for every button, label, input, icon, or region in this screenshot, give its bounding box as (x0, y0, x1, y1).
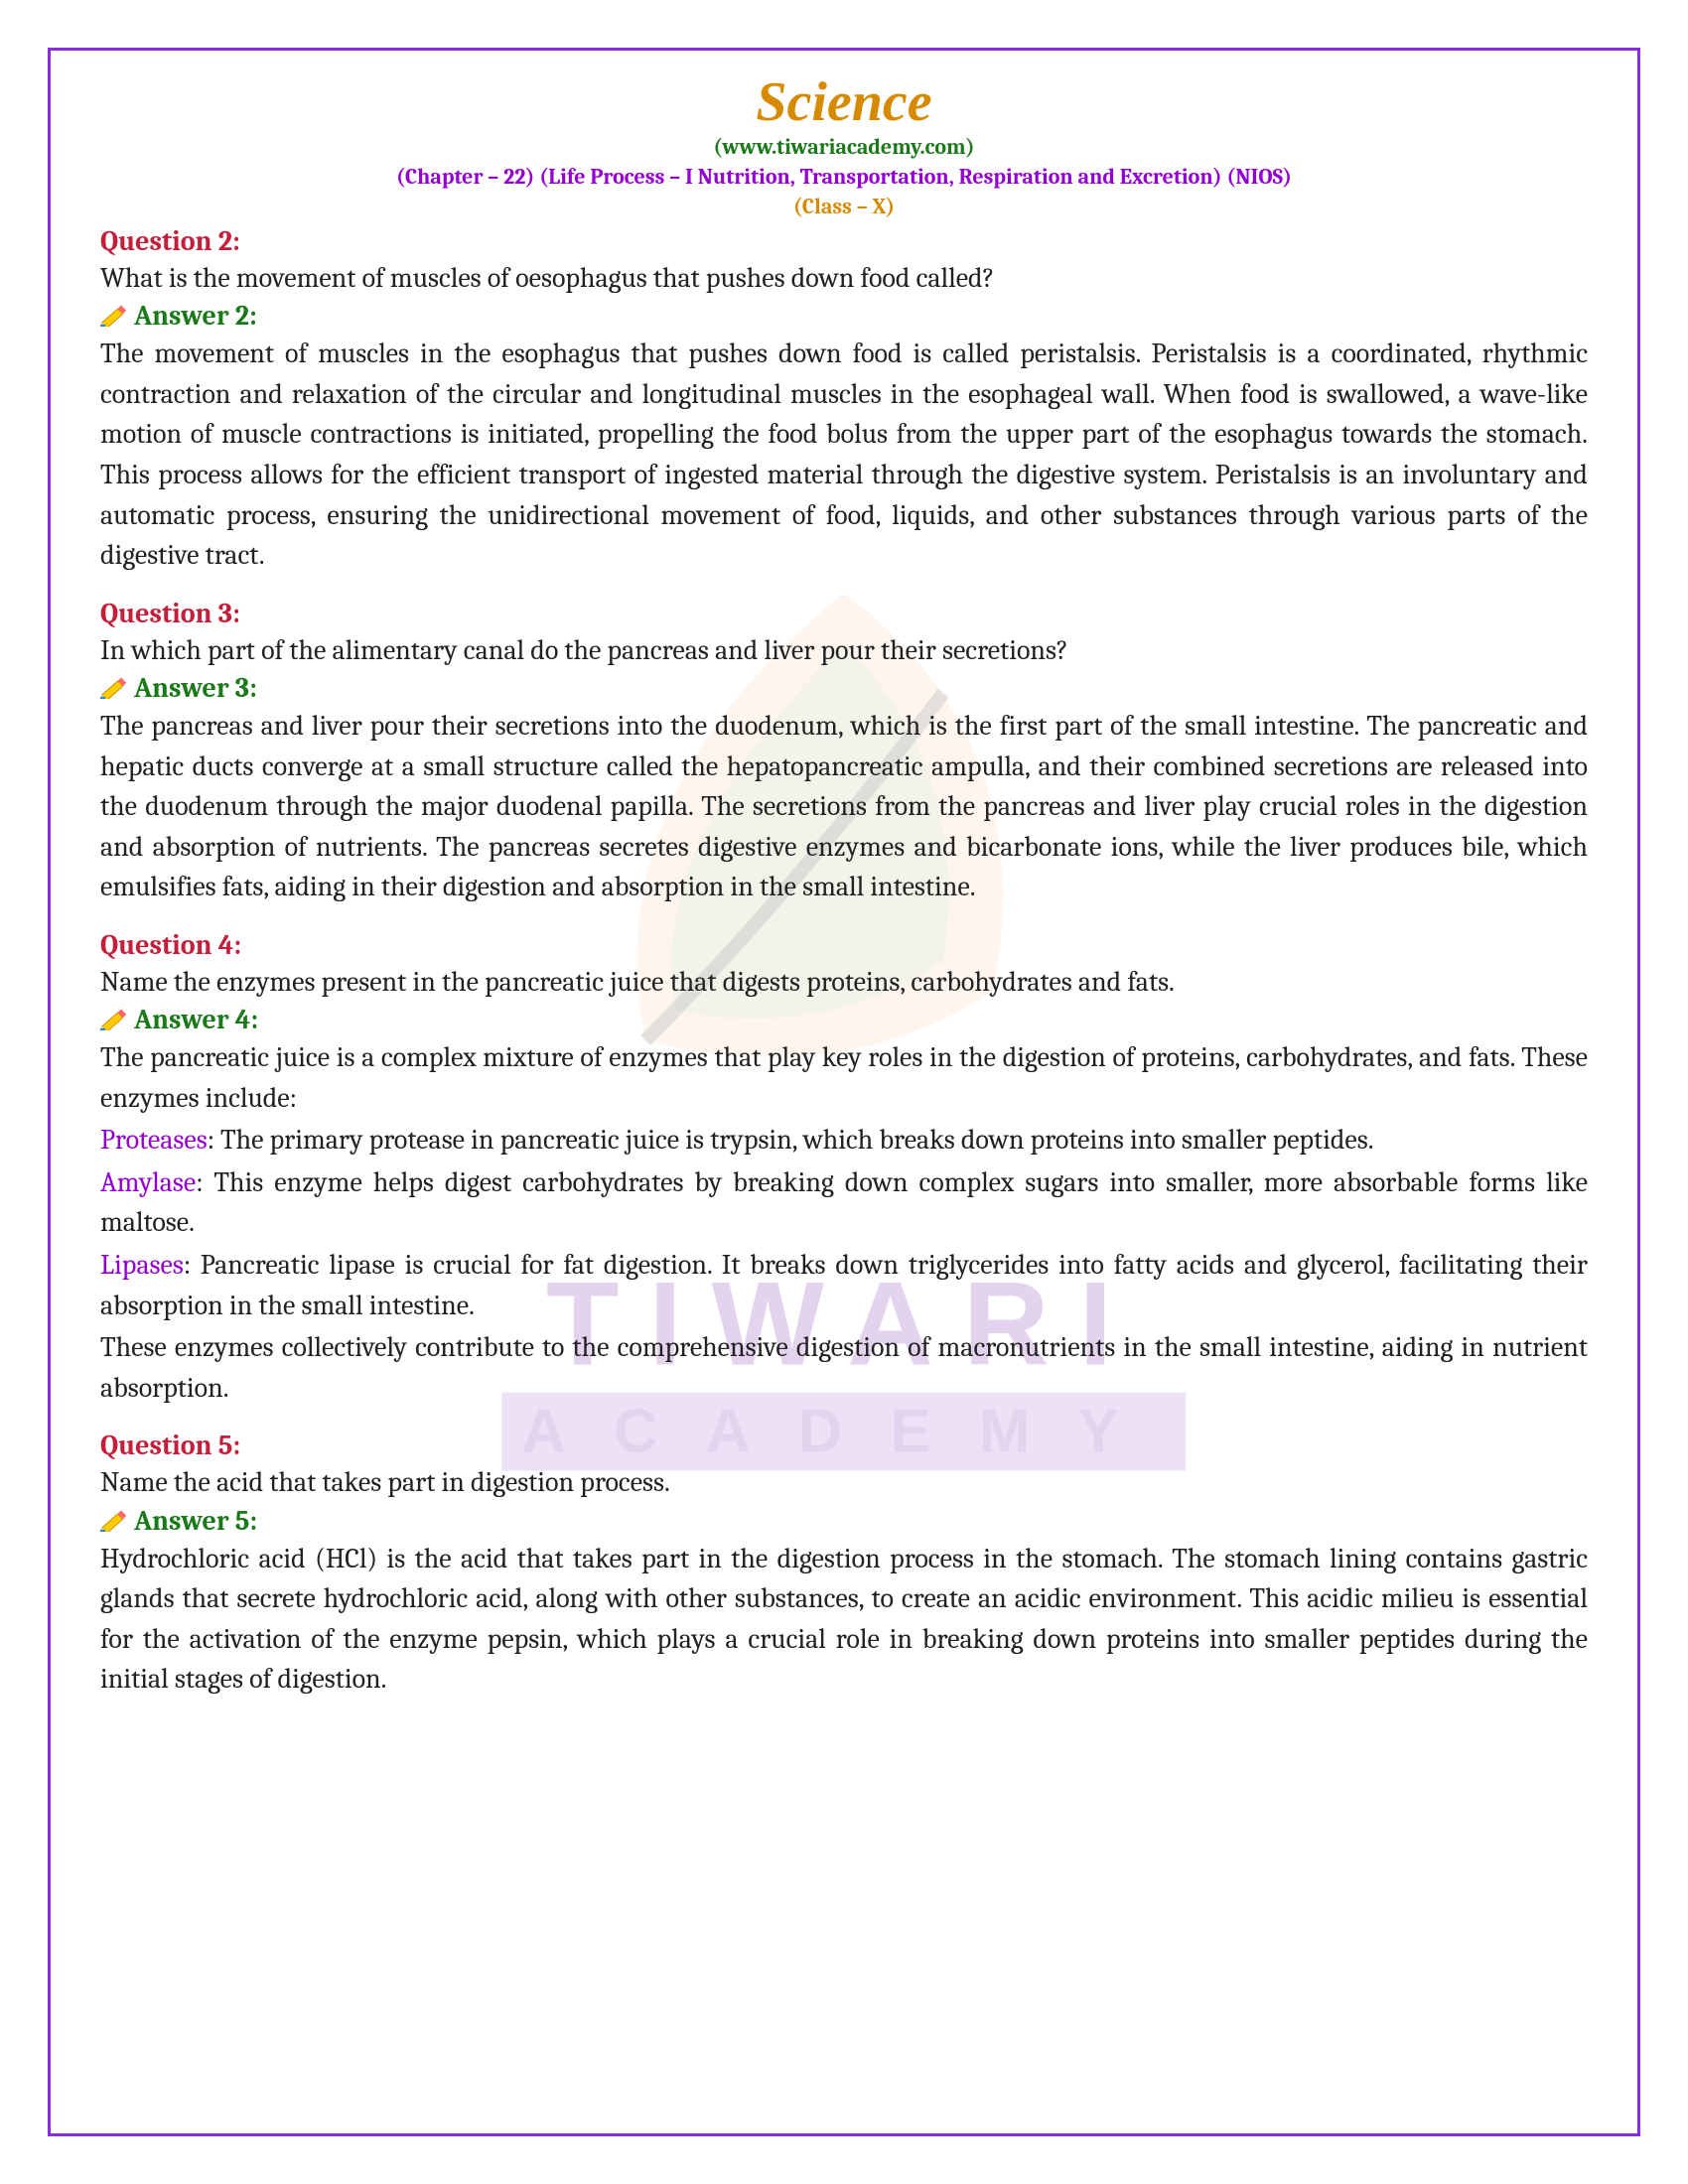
answer-label: Answer 4: (100, 1004, 1588, 1035)
page-border: TIWARI ACADEMY Science (www.tiwariacadem… (48, 48, 1640, 2136)
question-label: Question 3: (100, 598, 1588, 629)
question-label: Question 2: (100, 225, 1588, 257)
answer-label: Answer 3: (100, 672, 1588, 704)
question-text: What is the movement of muscles of oesop… (100, 259, 1588, 298)
answer-text: Hydrochloric acid (HCl) is the acid that… (100, 1539, 1588, 1700)
qa-block: Question 4:Name the enzymes present in t… (100, 929, 1588, 1409)
site-url: (www.tiwariacademy.com) (100, 134, 1588, 160)
answer-text: The pancreas and liver pour their secret… (100, 706, 1588, 907)
question-text: Name the acid that takes part in digesti… (100, 1463, 1588, 1502)
header: Science (www.tiwariacademy.com) (Chapter… (100, 70, 1588, 219)
enzyme-name: Amylase (100, 1166, 196, 1198)
page-title: Science (100, 70, 1588, 134)
qa-block: Question 5:Name the acid that takes part… (100, 1430, 1588, 1700)
qa-container: Question 2:What is the movement of muscl… (100, 225, 1588, 1700)
answer-label: Answer 5: (100, 1505, 1588, 1537)
enzyme-item: Lipases: Pancreatic lipase is crucial fo… (100, 1245, 1588, 1325)
enzyme-item: Proteases: The primary protease in pancr… (100, 1120, 1588, 1160)
class-label: (Class – X) (100, 194, 1588, 219)
question-label: Question 4: (100, 929, 1588, 961)
chapter-line: (Chapter – 22) (Life Process – I Nutriti… (100, 164, 1588, 190)
qa-block: Question 2:What is the movement of muscl… (100, 225, 1588, 576)
answer-text: The movement of muscles in the esophagus… (100, 334, 1588, 576)
question-text: Name the enzymes present in the pancreat… (100, 963, 1588, 1002)
enzyme-name: Proteases (100, 1124, 208, 1156)
answer-intro: The pancreatic juice is a complex mixtur… (100, 1037, 1588, 1118)
answer-outro: These enzymes collectively contribute to… (100, 1327, 1588, 1408)
enzyme-item: Amylase: This enzyme helps digest carboh… (100, 1162, 1588, 1243)
question-label: Question 5: (100, 1430, 1588, 1461)
question-text: In which part of the alimentary canal do… (100, 631, 1588, 670)
enzyme-name: Lipases (100, 1249, 184, 1281)
qa-block: Question 3:In which part of the alimenta… (100, 598, 1588, 907)
answer-label: Answer 2: (100, 300, 1588, 332)
